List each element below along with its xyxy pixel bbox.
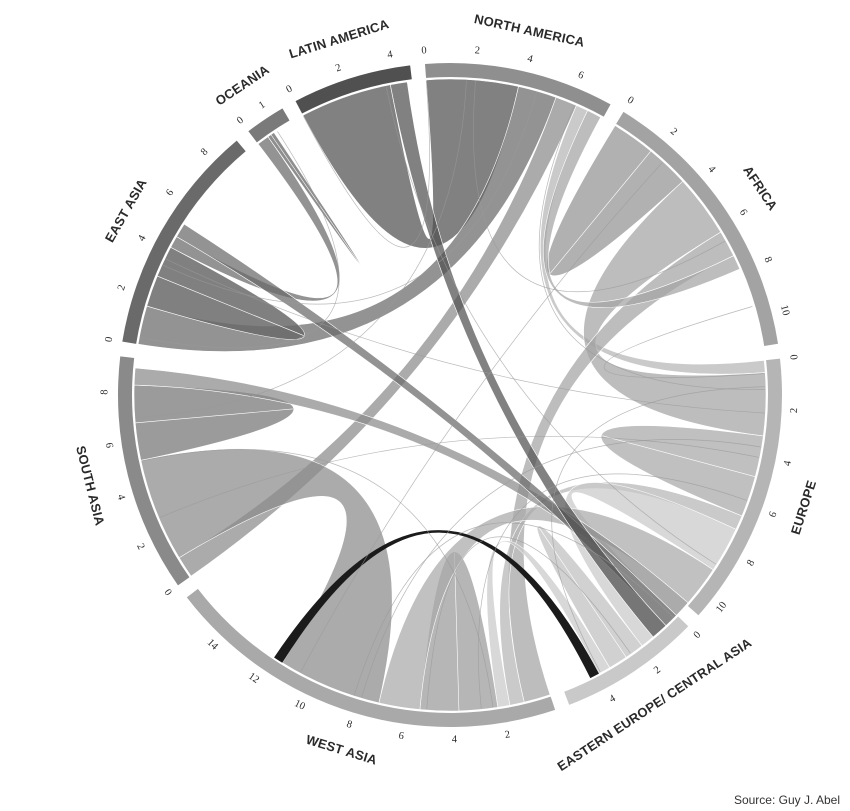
tick-europe-0: 0 <box>787 354 799 360</box>
tick-north-america-4: 4 <box>526 53 534 65</box>
tick-africa-10: 10 <box>778 304 791 317</box>
tick-europe-8: 8 <box>745 558 757 568</box>
arc-africa <box>616 111 779 346</box>
arc-south-asia <box>117 356 190 586</box>
label-latin-america: LATIN AMERICA <box>287 16 391 61</box>
tick-eastern-europe-central-asia-4: 4 <box>608 693 618 706</box>
tick-south-asia-8: 8 <box>99 389 110 394</box>
label-north-america: NORTH AMERICA <box>473 11 587 50</box>
thread-africa-to-north-america <box>473 81 726 292</box>
thread-eastern-europe-central-asia-to-europe <box>551 386 765 673</box>
tick-europe-4: 4 <box>782 459 794 467</box>
label-europe: EUROPE <box>788 478 819 536</box>
label-oceania: OCEANIA <box>213 62 273 109</box>
tick-africa-6: 6 <box>737 207 749 217</box>
flow-africa-to-north-america <box>543 110 741 308</box>
label-africa: AFRICA <box>740 163 781 214</box>
flow-europe-to-europe <box>601 425 764 517</box>
thread-latin-america-to-north-america <box>303 80 430 248</box>
thread-africa-to-west-asia <box>300 162 663 673</box>
thread-africa-to-europe <box>603 306 765 379</box>
flow-latin-america-to-europe <box>389 81 667 638</box>
tick-east-asia-0: 0 <box>104 336 116 343</box>
flow-eastern-europe-central-asia-to-europe <box>564 482 737 647</box>
tick-oceania-0: 0 <box>235 115 246 127</box>
flow-west-asia-to-eastern-europe-central-asia <box>274 530 599 679</box>
tick-europe-2: 2 <box>789 408 800 414</box>
tick-west-asia-2: 2 <box>504 729 511 741</box>
tick-west-asia-6: 6 <box>398 731 405 743</box>
flow-africa-to-west-asia <box>508 231 735 703</box>
tick-east-asia-4: 4 <box>136 233 149 243</box>
flow-eastern-europe-central-asia-to-west-asia <box>486 540 611 708</box>
flow-oceania-to-oceania <box>267 132 361 265</box>
thread-east-asia-to-oceania <box>140 131 340 349</box>
label-east-asia: EAST ASIA <box>102 176 150 245</box>
tick-south-asia-6: 6 <box>103 442 115 449</box>
thread-eastern-europe-central-asia-to-west-asia <box>426 536 631 710</box>
tick-eastern-europe-central-asia-0: 0 <box>692 630 704 641</box>
tick-latin-america-0: 0 <box>285 83 295 95</box>
tick-south-asia-4: 4 <box>115 493 127 502</box>
flow-south-asia-to-europe <box>133 367 689 616</box>
tick-west-asia-10: 10 <box>292 698 306 712</box>
tick-europe-6: 6 <box>767 510 779 519</box>
tick-africa-2: 2 <box>668 126 679 138</box>
tick-north-america-0: 0 <box>421 45 427 56</box>
tick-south-asia-0: 0 <box>161 587 173 598</box>
thread-europe-to-north-america <box>538 105 765 390</box>
tick-east-asia-6: 6 <box>164 188 176 199</box>
tick-west-asia-4: 4 <box>452 734 458 745</box>
tick-south-asia-2: 2 <box>134 542 146 552</box>
flow-south-asia-to-west-asia <box>140 448 393 704</box>
tick-west-asia-12: 12 <box>246 671 261 686</box>
flow-europe-to-north-america <box>539 105 766 375</box>
thread-west-asia-to-europe <box>477 473 747 709</box>
flow-east-asia-to-europe <box>176 223 677 627</box>
ribbon-layer <box>133 78 767 712</box>
thread-east-asia-to-europe <box>165 258 765 414</box>
thread-south-asia-to-europe <box>159 436 759 518</box>
tick-africa-0: 0 <box>625 95 635 107</box>
arc-oceania <box>248 108 290 143</box>
thread-latin-america-to-europe <box>385 86 716 565</box>
tick-eastern-europe-central-asia-2: 2 <box>652 665 663 677</box>
tick-west-asia-14: 14 <box>205 637 221 653</box>
arc-eastern-europe-central-asia <box>564 616 689 705</box>
flow-africa-to-europe <box>583 180 767 437</box>
arc-europe <box>687 358 782 616</box>
tick-africa-4: 4 <box>705 164 717 176</box>
tick-north-america-6: 6 <box>576 70 585 82</box>
source-credit: Source: Guy J. Abel <box>733 793 840 807</box>
thread-east-asia-to-north-america <box>162 92 537 305</box>
thread-south-asia-to-west-asia <box>141 449 494 708</box>
tick-east-asia-8: 8 <box>199 146 211 157</box>
label-west-asia: WEST ASIA <box>304 732 379 768</box>
arc-north-america <box>424 62 611 117</box>
thread-south-asia-to-north-america <box>135 80 467 419</box>
arc-east-asia <box>122 140 246 344</box>
label-south-asia: SOUTH ASIA <box>73 444 108 527</box>
tick-latin-america-2: 2 <box>334 62 343 74</box>
region-arc-layer <box>117 62 782 727</box>
arc-latin-america <box>295 65 412 114</box>
thread-west-asia-to-eastern-europe-central-asia <box>353 522 674 696</box>
thread-europe-to-west-asia <box>361 439 761 698</box>
tick-oceania-1: 1 <box>257 99 267 111</box>
tick-latin-america-4: 4 <box>387 49 395 61</box>
tick-west-asia-8: 8 <box>345 719 353 731</box>
arc-west-asia <box>186 588 556 727</box>
tick-north-america-2: 2 <box>474 45 480 56</box>
flow-south-asia-to-south-asia <box>133 384 295 461</box>
tick-europe-10: 10 <box>714 600 729 615</box>
tick-africa-8: 8 <box>761 255 773 264</box>
tick-east-asia-2: 2 <box>116 283 128 291</box>
